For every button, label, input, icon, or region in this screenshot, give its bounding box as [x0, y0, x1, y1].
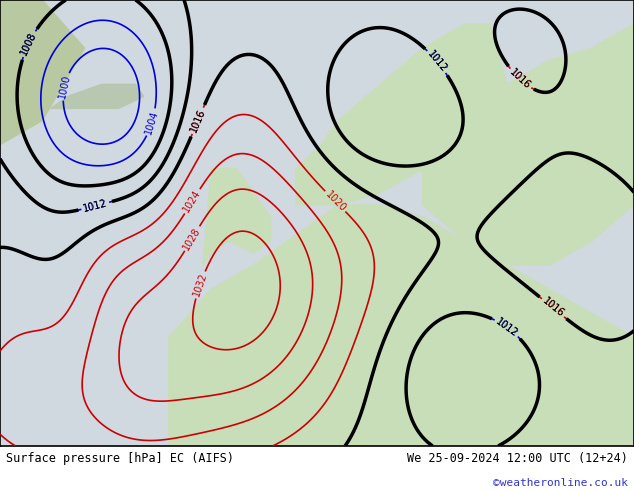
Polygon shape	[423, 24, 634, 265]
Text: 1004: 1004	[143, 109, 160, 135]
Text: ©weatheronline.co.uk: ©weatheronline.co.uk	[493, 478, 628, 488]
Text: 1012: 1012	[425, 49, 449, 74]
Text: 1016: 1016	[540, 296, 566, 319]
Text: 1016: 1016	[508, 67, 533, 91]
Text: 1024: 1024	[181, 188, 203, 215]
Text: 1000: 1000	[57, 74, 72, 99]
Text: 1012: 1012	[82, 198, 108, 214]
Text: 1020: 1020	[323, 189, 347, 214]
Polygon shape	[51, 84, 144, 108]
Text: Surface pressure [hPa] EC (AIFS): Surface pressure [hPa] EC (AIFS)	[6, 452, 235, 465]
Text: 1016: 1016	[188, 108, 207, 134]
Text: 1008: 1008	[19, 30, 39, 57]
Polygon shape	[296, 24, 507, 205]
Text: We 25-09-2024 12:00 UTC (12+24): We 25-09-2024 12:00 UTC (12+24)	[407, 452, 628, 465]
Polygon shape	[0, 0, 634, 217]
Text: 1012: 1012	[82, 198, 108, 214]
Text: 1028: 1028	[181, 225, 203, 252]
Text: 1012: 1012	[494, 316, 520, 339]
Text: 1012: 1012	[494, 316, 520, 339]
Text: 1016: 1016	[188, 108, 207, 134]
Polygon shape	[169, 205, 634, 434]
Polygon shape	[203, 169, 271, 265]
Polygon shape	[0, 145, 211, 446]
Text: 1016: 1016	[540, 296, 566, 319]
Text: 1016: 1016	[508, 67, 533, 91]
Text: 1012: 1012	[425, 49, 449, 74]
Polygon shape	[169, 338, 279, 434]
Text: 1032: 1032	[191, 271, 209, 298]
Polygon shape	[0, 0, 84, 145]
Polygon shape	[169, 410, 634, 446]
Text: 1008: 1008	[19, 30, 39, 57]
